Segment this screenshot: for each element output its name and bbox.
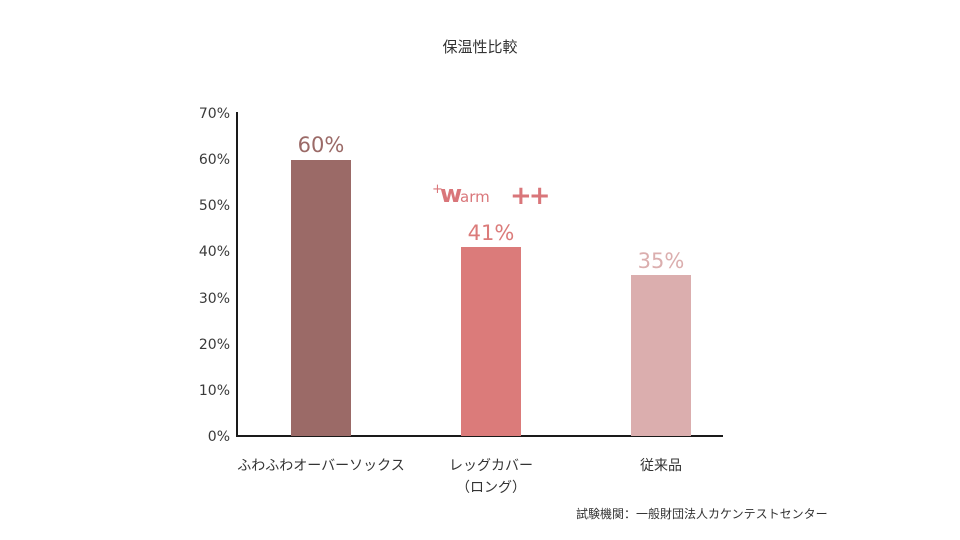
y-tick-label: 30% xyxy=(198,291,230,307)
y-tick-label: 70% xyxy=(198,106,230,122)
y-tick-label: 50% xyxy=(198,198,230,214)
bar-conventional xyxy=(631,275,691,436)
value-label: 41% xyxy=(467,221,515,245)
y-axis-line xyxy=(236,112,238,437)
logo-text: arm xyxy=(460,188,490,206)
x-category-label-line2: （ロング） xyxy=(456,480,526,496)
chart-title: 保温性比較 xyxy=(442,38,518,56)
y-tick-label: 40% xyxy=(198,244,230,260)
bar-fuwafuwa-over-socks xyxy=(291,160,351,436)
x-category-label: ふわふわオーバーソックス xyxy=(237,458,405,474)
logo-double-plus-icon: ++ xyxy=(510,181,551,211)
x-axis-line xyxy=(236,435,723,437)
y-tick-label: 0% xyxy=(207,429,230,445)
logo-plus-icon: + xyxy=(432,182,443,197)
value-label: 35% xyxy=(637,249,685,273)
source-note: 試験機関：一般財団法人カケンテストセンター xyxy=(576,507,828,521)
logo-w-glyph: w xyxy=(440,180,462,208)
value-label: 60% xyxy=(297,133,345,157)
x-category-label: 従来品 xyxy=(640,458,682,474)
y-tick-label: 20% xyxy=(198,337,230,353)
y-tick-label: 60% xyxy=(198,152,230,168)
x-category-label: レッグカバー xyxy=(449,458,533,474)
y-tick-label: 10% xyxy=(198,383,230,399)
bar-leg-cover-long xyxy=(461,247,521,436)
